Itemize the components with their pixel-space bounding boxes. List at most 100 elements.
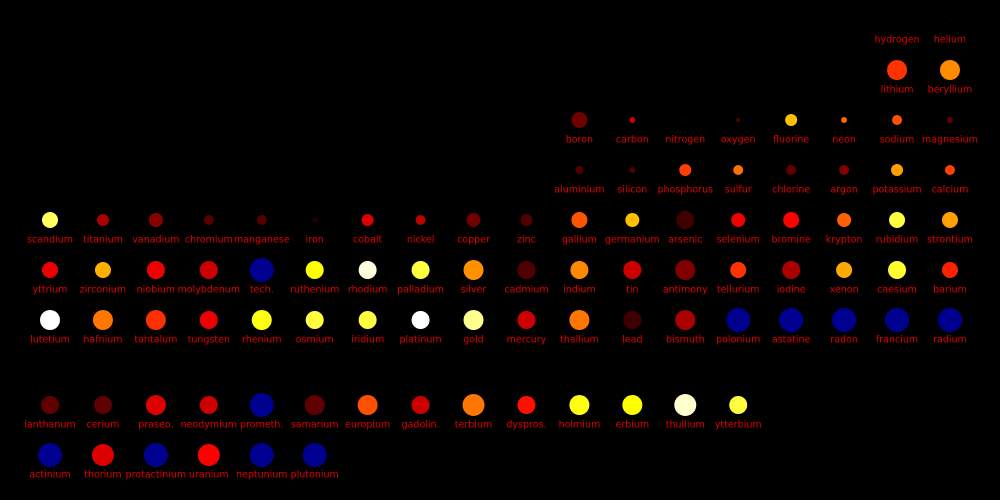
element-label: silver	[461, 285, 487, 296]
element-label: uranium	[189, 470, 229, 481]
element-dot	[94, 262, 111, 278]
element-dot	[841, 117, 848, 123]
element-dot	[937, 308, 962, 332]
element-dot	[733, 165, 744, 175]
element-label: neodymium	[181, 420, 238, 431]
element-dot	[779, 308, 804, 332]
element-label: arsenic	[668, 235, 702, 246]
element-label: rhodium	[348, 285, 388, 296]
element-label: tantalum	[134, 335, 177, 346]
element-label: bromine	[772, 235, 811, 246]
element-label: germanium	[605, 235, 660, 246]
element-label: holmium	[559, 420, 601, 431]
element-label: nickel	[407, 235, 435, 246]
element-label: helium	[934, 35, 966, 46]
element-label: ruthenium	[290, 285, 339, 296]
element-label: plutonium	[291, 470, 339, 481]
element-dot	[302, 443, 327, 467]
element-label: molybdenum	[178, 285, 241, 296]
element-dot	[305, 311, 324, 329]
element-label: cobalt	[353, 235, 383, 246]
element-dot	[145, 395, 166, 415]
element-label: titanium	[83, 235, 123, 246]
element-label: xenon	[830, 285, 859, 296]
element-dot	[304, 395, 325, 415]
element-label: tungsten	[188, 335, 230, 346]
element-dot	[569, 310, 590, 330]
element-dot	[569, 395, 590, 415]
element-label: vanadium	[132, 235, 179, 246]
element-label: magnesium	[922, 135, 978, 146]
element-label: terbium	[455, 420, 492, 431]
element-dot	[623, 311, 642, 329]
element-dot	[675, 310, 696, 330]
element-dot	[199, 261, 218, 279]
element-dot	[249, 258, 274, 282]
element-label: nitrogen	[665, 135, 705, 146]
element-dot	[571, 212, 588, 228]
element-label: zinc	[517, 235, 536, 246]
element-dot	[463, 310, 484, 330]
element-dot	[361, 214, 374, 226]
element-label: protactinium	[126, 470, 187, 481]
element-label: neptunium	[236, 470, 288, 481]
element-dot	[839, 165, 850, 175]
element-label: potassium	[872, 185, 921, 196]
element-dot	[629, 117, 636, 123]
element-label: scandium	[27, 235, 73, 246]
element-label: beryllium	[928, 85, 973, 96]
element-label: silicon	[617, 185, 647, 196]
element-label: praseo.	[138, 420, 173, 431]
element-label: oxygen	[721, 135, 756, 146]
element-label: thullium	[666, 420, 705, 431]
element-label: sulfur	[725, 185, 752, 196]
element-label: lanthanum	[24, 420, 75, 431]
element-label: lutetium	[30, 335, 70, 346]
element-dot	[520, 214, 533, 226]
element-label: carbon	[616, 135, 649, 146]
element-label: hafnium	[83, 335, 122, 346]
element-label: chromium	[185, 235, 233, 246]
element-label: calcium	[932, 185, 969, 196]
element-dot	[832, 308, 857, 332]
element-label: niobium	[137, 285, 175, 296]
element-label: radon	[830, 335, 858, 346]
element-label: sodium	[880, 135, 915, 146]
element-dot	[837, 213, 852, 227]
element-label: boron	[566, 135, 593, 146]
element-dot	[41, 396, 59, 414]
element-dot	[786, 165, 797, 175]
element-dot	[570, 261, 589, 279]
element-dot	[731, 213, 746, 227]
element-dot	[358, 261, 377, 279]
element-dot	[891, 164, 904, 176]
element-dot	[575, 166, 584, 174]
element-dot	[949, 19, 951, 21]
element-dot	[517, 261, 536, 279]
element-label: platinum	[400, 335, 442, 346]
element-dot	[249, 443, 274, 467]
element-label: thorium	[84, 470, 121, 481]
element-dot	[357, 395, 378, 415]
element-dot	[517, 311, 536, 329]
element-dot	[785, 114, 798, 126]
element-dot	[946, 117, 953, 123]
element-dot	[887, 60, 908, 80]
element-dot	[625, 213, 640, 227]
element-label: rhenium	[242, 335, 282, 346]
element-dot	[888, 261, 907, 279]
element-label: copper	[457, 235, 490, 246]
element-dot	[466, 213, 481, 227]
element-dot	[411, 311, 430, 329]
element-dot	[197, 444, 220, 466]
element-dot	[251, 310, 272, 330]
element-label: tellurium	[717, 285, 760, 296]
element-label: palladium	[397, 285, 444, 296]
element-dot	[93, 396, 112, 414]
element-dot	[674, 394, 697, 416]
element-label: cerium	[86, 420, 119, 431]
element-label: gadolin.	[402, 420, 440, 431]
element-dot	[146, 261, 165, 279]
element-dot	[726, 308, 751, 332]
